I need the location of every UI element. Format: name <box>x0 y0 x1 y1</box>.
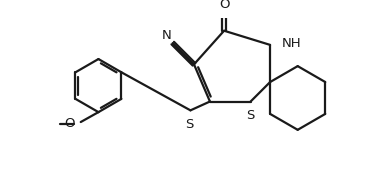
Text: S: S <box>246 109 254 122</box>
Text: N: N <box>161 29 171 43</box>
Text: NH: NH <box>281 37 301 50</box>
Text: O: O <box>64 117 74 130</box>
Text: O: O <box>219 0 229 11</box>
Text: S: S <box>185 118 194 131</box>
